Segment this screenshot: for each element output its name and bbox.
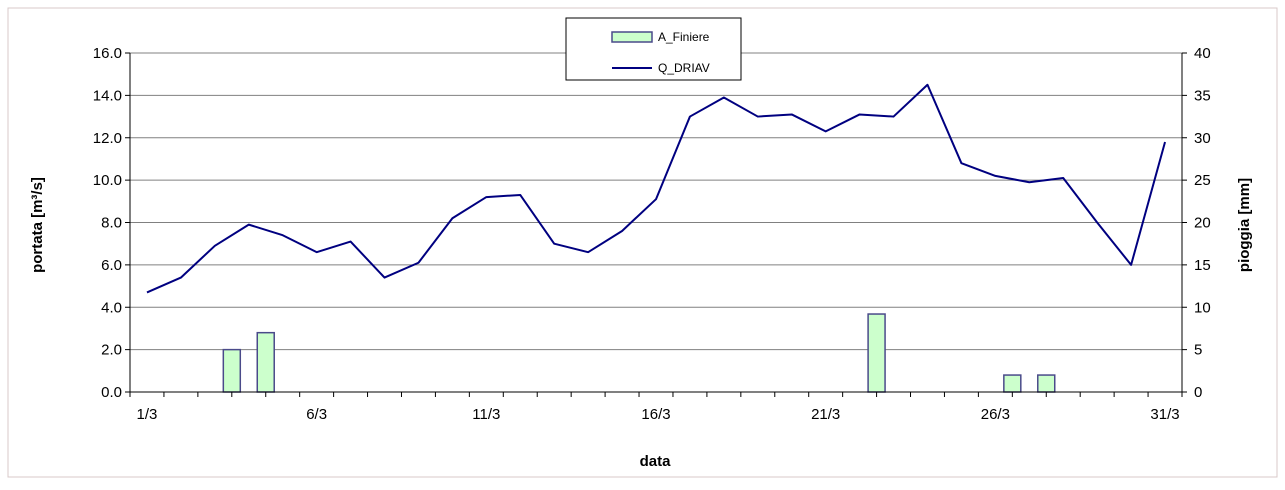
y-left-tick-label: 2.0 <box>101 342 122 359</box>
y-right-tick-label: 30 <box>1194 130 1211 147</box>
bar-series <box>222 313 1056 393</box>
x-tick-label: 26/3 <box>981 406 1010 423</box>
x-tick-label: 11/3 <box>472 406 500 423</box>
y-left-tick-label: 6.0 <box>101 257 122 274</box>
x-tick-label: 6/3 <box>306 406 327 423</box>
y-axis-right-label: pioggia [mm] <box>1236 178 1253 272</box>
y-right-tick-label: 20 <box>1194 215 1211 232</box>
y-right-tick-label: 5 <box>1194 342 1202 359</box>
x-tick-label: 1/3 <box>137 406 158 423</box>
gridlines <box>130 52 1182 351</box>
y-right-tick-label: 25 <box>1194 172 1211 189</box>
y-right-tick-label: 40 <box>1194 45 1211 62</box>
q-driav-line <box>146 83 1166 294</box>
y-left-tick-label: 12.0 <box>93 130 122 147</box>
x-tick-label: 21/3 <box>811 406 840 423</box>
y-left-tick-label: 16.0 <box>93 45 122 62</box>
legend-bar-label: A_Finiere <box>658 30 710 44</box>
y-left-tick-label: 10.0 <box>93 172 122 189</box>
bar <box>1003 374 1022 393</box>
bar <box>222 348 242 393</box>
y-axis-left-label: portata [m³/s] <box>29 177 46 273</box>
legend-box <box>565 17 742 81</box>
y-right-tick-label: 0 <box>1194 384 1202 401</box>
bar <box>256 331 275 393</box>
y-right-tick-label: 15 <box>1194 257 1211 274</box>
y-right-tick-label: 10 <box>1194 299 1211 316</box>
axes <box>125 52 1187 397</box>
bar <box>867 313 886 393</box>
legend-line-label: Q_DRIAV <box>658 61 710 75</box>
y-left-tick-label: 14.0 <box>93 87 122 104</box>
tick-labels: 0.0 2.0 4.0 6.0 8.0 10.0 12.0 14.0 16.0 0 5 10 15 20 2… <box>93 45 1211 423</box>
legend: A_Finiere Q_DRIAV <box>565 17 742 81</box>
y-left-tick-label: 4.0 <box>101 299 122 316</box>
x-axis-label: data <box>640 453 672 470</box>
x-tick-label: 16/3 <box>641 406 670 423</box>
line-series <box>146 83 1166 294</box>
y-left-tick-label: 8.0 <box>101 215 122 232</box>
y-right-tick-label: 35 <box>1194 87 1211 104</box>
y-left-tick-label: 0.0 <box>101 384 122 401</box>
bar <box>1037 374 1056 393</box>
x-tick-label: 31/3 <box>1150 406 1179 423</box>
legend-bar-swatch <box>611 31 653 43</box>
